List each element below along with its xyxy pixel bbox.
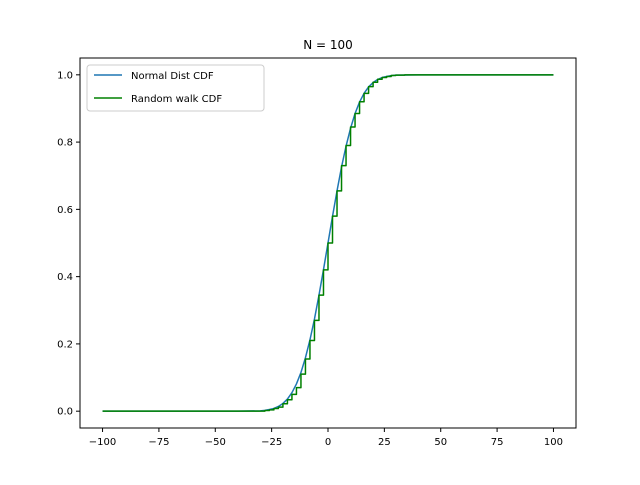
axes-frame <box>79 57 577 429</box>
y-tick-label: 0.0 <box>57 407 73 418</box>
x-tick-label: 75 <box>491 437 504 448</box>
y-tick-label: 0.6 <box>57 205 73 216</box>
x-tick-label: −50 <box>205 437 226 448</box>
legend-label-random-walk-cdf: Random walk CDF <box>131 94 222 105</box>
y-axis: 0.0 0.2 0.4 0.6 0.8 1.0 <box>57 70 80 418</box>
x-tick-label: 25 <box>378 437 391 448</box>
x-axis: −100 −75 −50 −25 0 25 50 75 100 <box>89 428 563 448</box>
chart-title: N = 100 <box>303 38 353 52</box>
legend: Normal Dist CDF Random walk CDF <box>86 64 265 112</box>
series-line-random-walk-cdf <box>102 74 554 412</box>
x-tick-label: 100 <box>544 437 563 448</box>
legend-label-normal-dist-cdf: Normal Dist CDF <box>131 71 214 82</box>
y-tick-label: 1.0 <box>57 70 73 81</box>
x-tick-label: −75 <box>148 437 169 448</box>
x-tick-label: −100 <box>89 437 116 448</box>
x-tick-label: 50 <box>434 437 447 448</box>
legend-box <box>86 64 265 112</box>
x-tick-label: −25 <box>261 437 282 448</box>
y-tick-label: 0.4 <box>57 272 73 283</box>
y-tick-label: 0.2 <box>57 339 73 350</box>
x-tick-label: 0 <box>325 437 331 448</box>
y-tick-label: 0.8 <box>57 138 73 149</box>
plot-area <box>102 74 554 412</box>
